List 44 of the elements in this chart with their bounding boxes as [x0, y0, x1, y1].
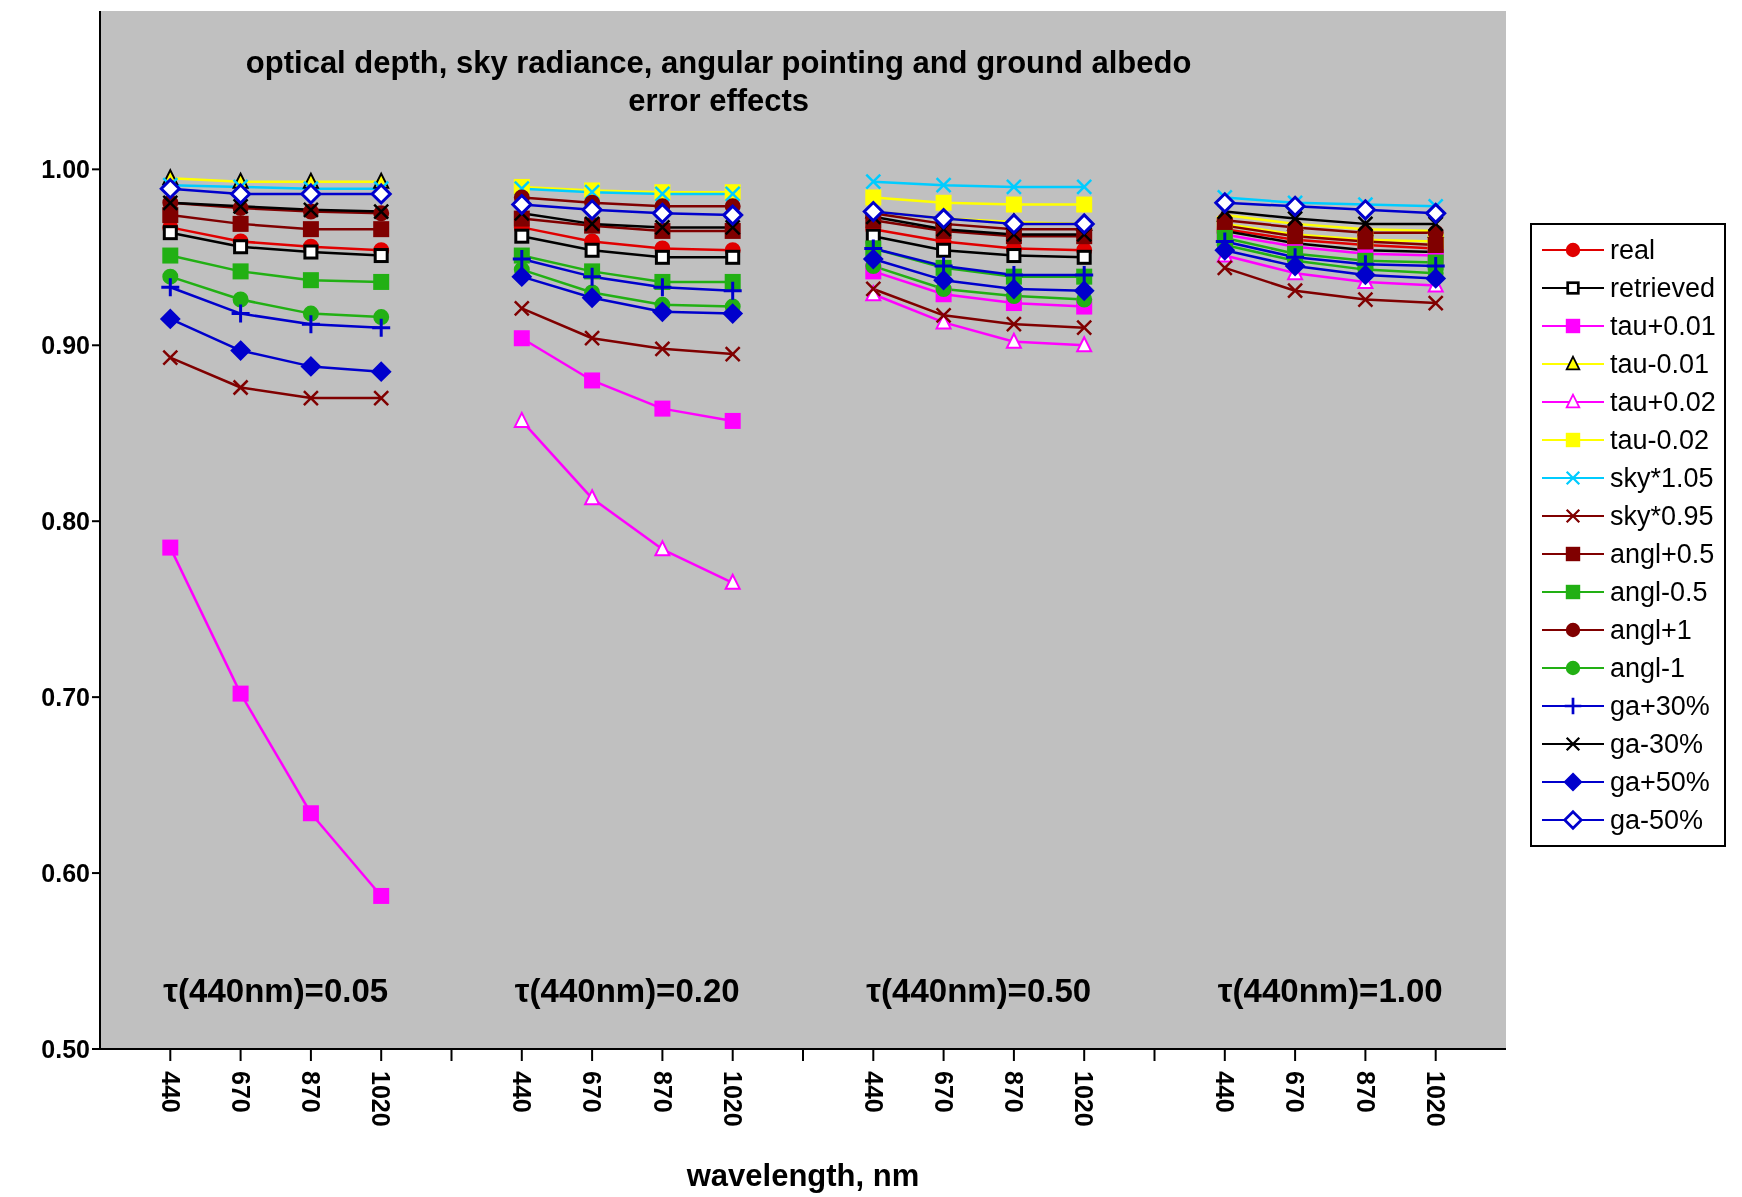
y-tick-label: 0.90	[41, 331, 90, 360]
y-tick-label: 1.00	[41, 155, 90, 184]
x-tick-label: 870	[297, 1071, 326, 1113]
x-tick-label: 440	[859, 1071, 888, 1113]
legend-label: tau+0.01	[1610, 310, 1716, 342]
x-tick-label: 870	[1351, 1071, 1380, 1113]
legend-label: angl+1	[1610, 614, 1692, 646]
y-tick-label: 0.70	[41, 683, 90, 712]
legend-label: angl+0.5	[1610, 538, 1715, 570]
legend-label: sky*0.95	[1610, 500, 1714, 532]
x-tick-label: 670	[578, 1071, 607, 1113]
x-tick-label: 670	[1281, 1071, 1310, 1113]
x-tick-label: 670	[929, 1071, 958, 1113]
annotation: τ(440nm)=1.00	[1216, 972, 1444, 1010]
legend-label: ga-50%	[1610, 804, 1704, 836]
legend-label: retrieved	[1610, 272, 1716, 304]
legend-label: ga-30%	[1610, 728, 1704, 760]
legend-label: tau-0.01	[1610, 348, 1710, 380]
x-axis-title: wavelength, nm	[685, 1158, 921, 1194]
legend-label: angl-0.5	[1610, 576, 1708, 608]
x-tick-label: 1020	[367, 1071, 396, 1127]
x-tick-label: 1020	[718, 1071, 747, 1127]
y-tick-label: 0.80	[41, 507, 90, 536]
x-tick-label: 1020	[1421, 1071, 1450, 1127]
y-tick-label: 0.50	[41, 1034, 90, 1063]
legend-label: tau+0.02	[1610, 386, 1716, 418]
legend-label: angl-1	[1610, 652, 1686, 684]
legend-label: ga+30%	[1610, 690, 1710, 722]
x-tick-label: 1020	[1070, 1071, 1099, 1127]
x-tick-label: 870	[1000, 1071, 1029, 1113]
x-tick-label: 670	[226, 1071, 255, 1113]
annotation: τ(440nm)=0.05	[162, 972, 390, 1010]
x-tick-label: 440	[508, 1071, 537, 1113]
y-tick-label: 0.60	[41, 858, 90, 887]
legend-label: real	[1610, 234, 1656, 266]
x-tick-label: 440	[156, 1071, 185, 1113]
legend-label: tau-0.02	[1610, 424, 1710, 456]
x-tick-label: 870	[648, 1071, 677, 1113]
text: optical depth, sky radiance, angular pointing and ground albedo error effects	[244, 44, 1193, 120]
legend-label: ga+50%	[1610, 766, 1710, 798]
annotation: τ(440nm)=0.20	[513, 972, 741, 1010]
legend-label: sky*1.05	[1610, 462, 1714, 494]
x-tick-label: 440	[1211, 1071, 1240, 1113]
annotation: τ(440nm)=0.50	[865, 972, 1093, 1010]
